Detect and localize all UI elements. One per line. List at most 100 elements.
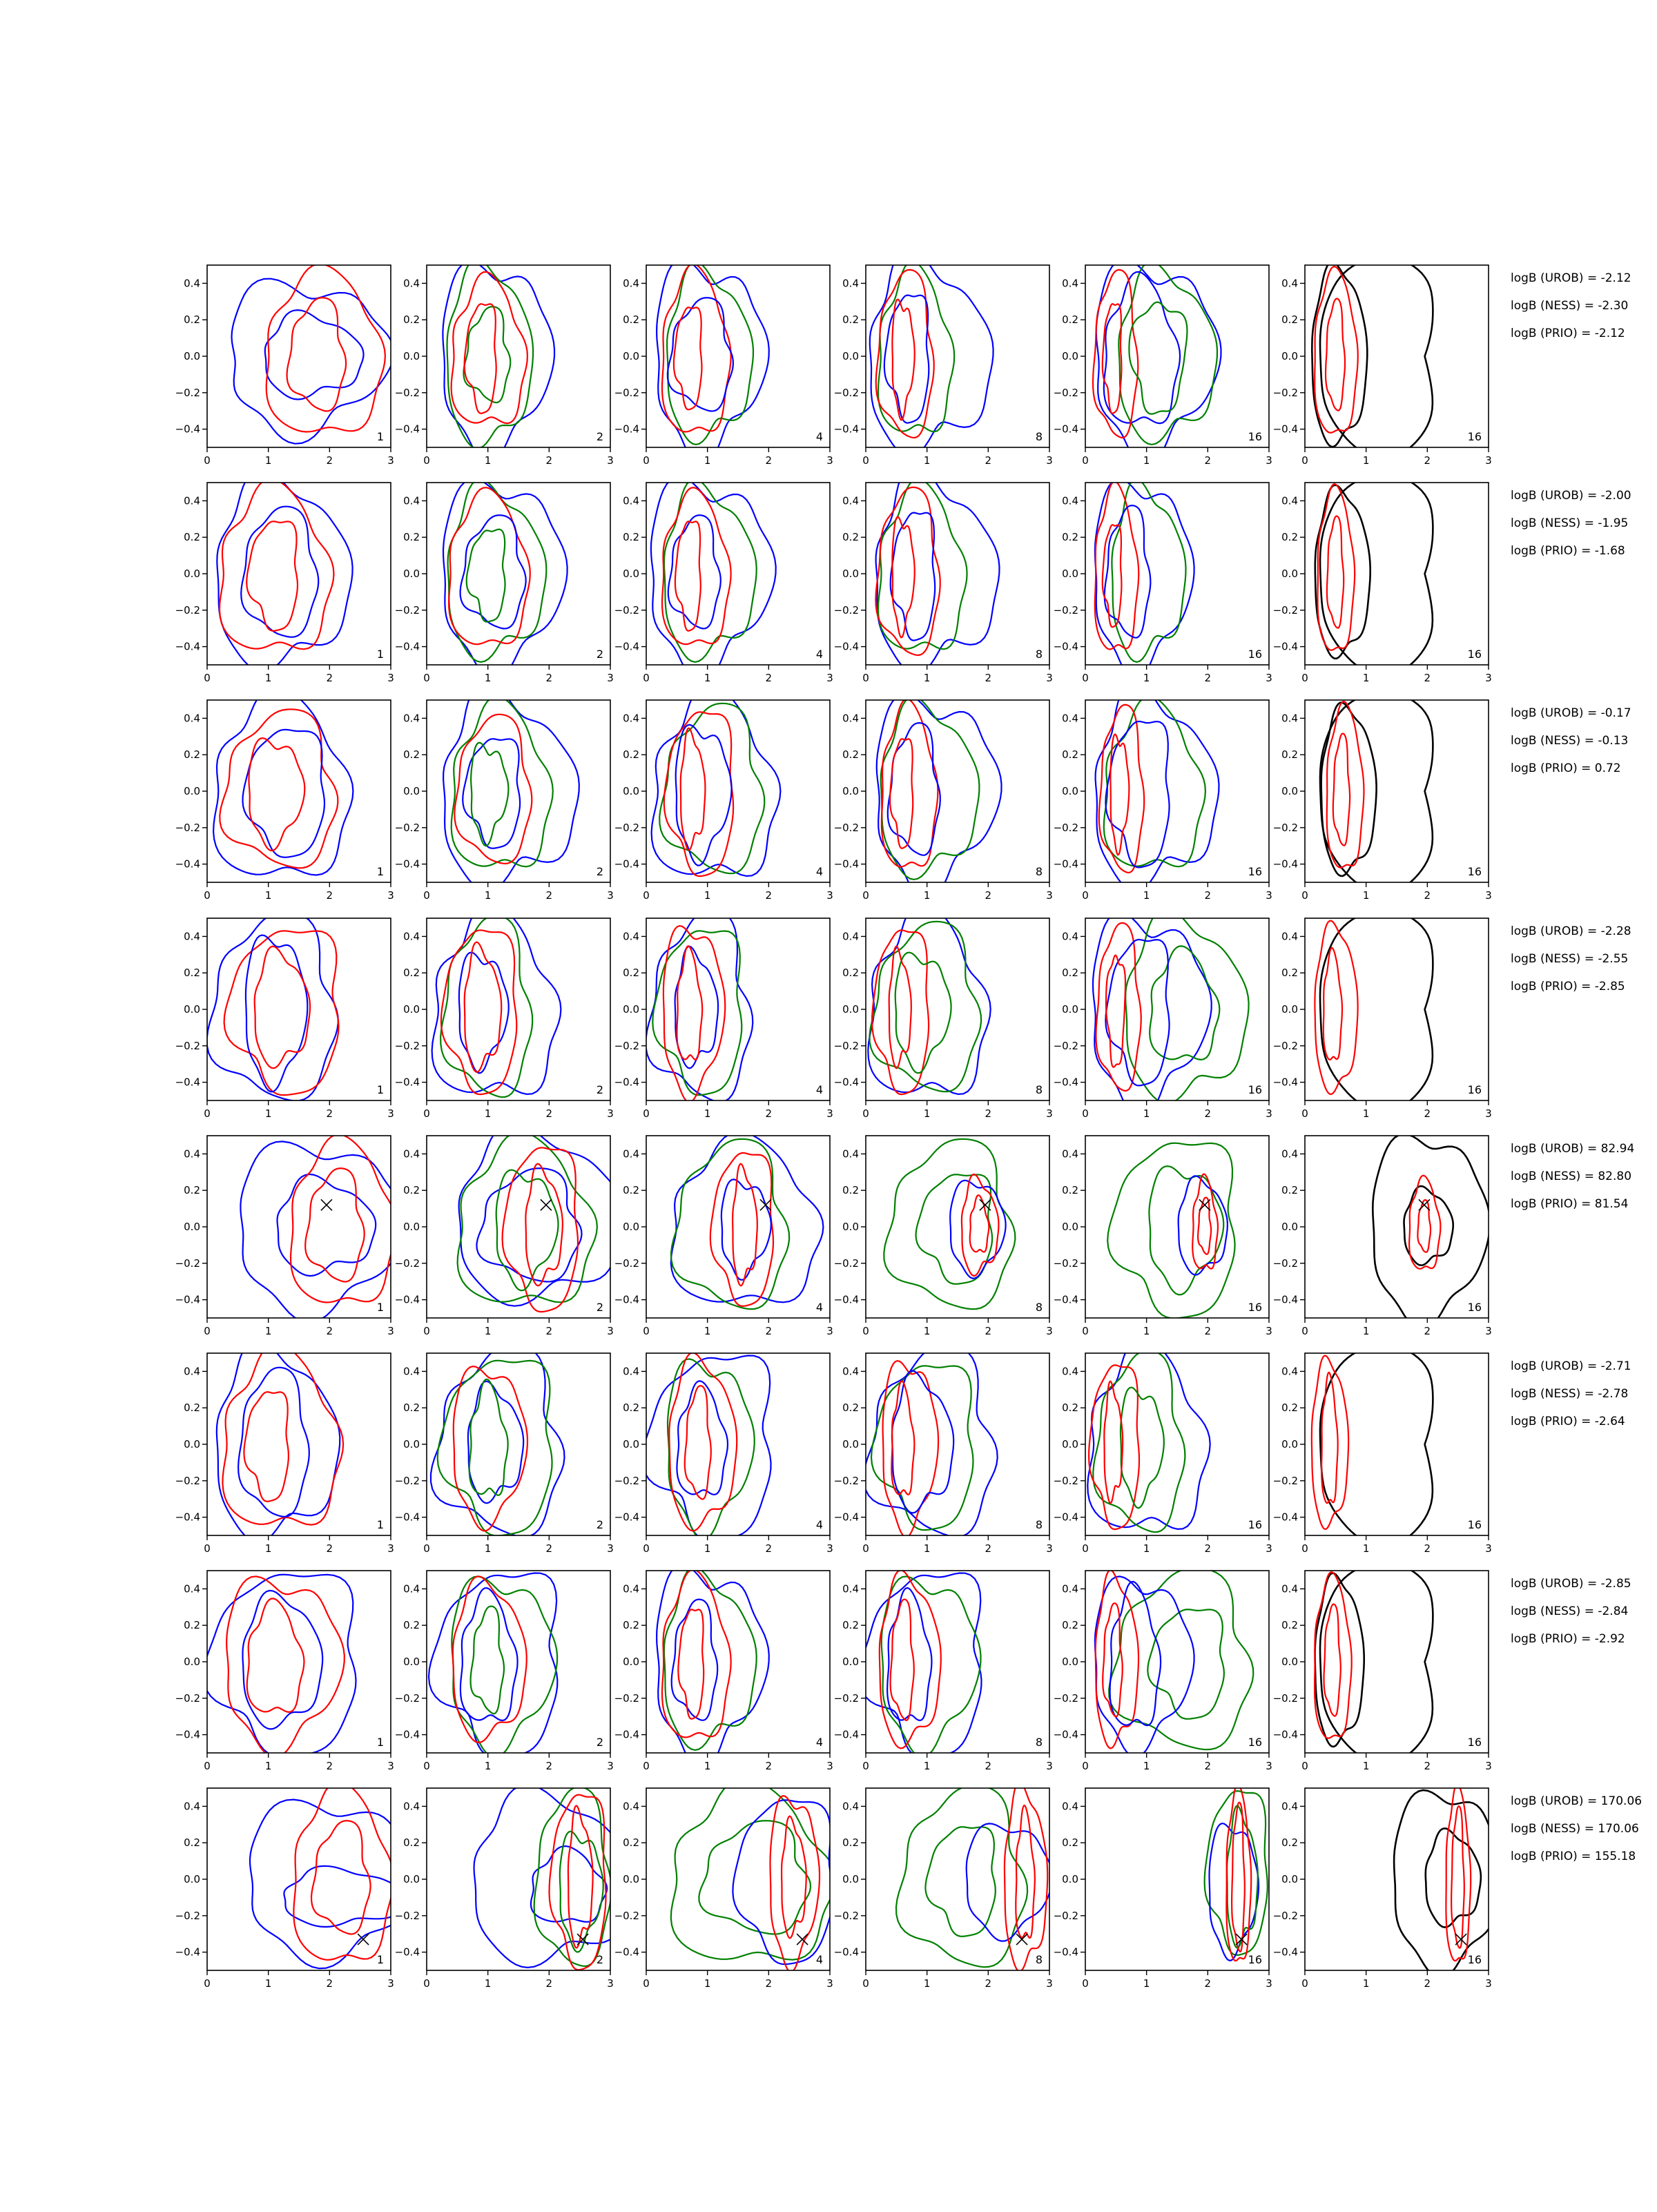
x-tick-label: 0 — [423, 889, 430, 902]
y-tick-label: −0.2 — [834, 604, 859, 617]
blue-contour — [875, 483, 1000, 665]
x-tick-label: 0 — [643, 1107, 650, 1120]
panel-label: 1 — [377, 1301, 384, 1314]
panel-label: 16 — [1468, 1953, 1482, 1966]
y-tick-label: 0.2 — [1062, 748, 1078, 761]
red-contour — [1310, 1355, 1350, 1530]
x-tick-label: 2 — [327, 672, 333, 684]
x-tick-label: 0 — [204, 1325, 211, 1337]
y-tick-label: −0.2 — [175, 1475, 200, 1487]
y-tick-label: 0.2 — [1062, 531, 1078, 543]
y-tick-label: −0.2 — [834, 1910, 859, 1922]
blue-contour — [720, 1178, 772, 1281]
y-tick-label: 0.2 — [623, 531, 639, 543]
panel-r5-c3: −0.4 −0.2 0.0 0.2 0.4 0 1 2 34 — [614, 1135, 833, 1337]
y-tick-label: −0.4 — [175, 423, 200, 436]
y-tick-label: 0.0 — [1281, 1873, 1298, 1885]
x-tick-label: 2 — [327, 1977, 333, 1990]
y-tick-label: 0.4 — [1281, 1365, 1298, 1377]
red-contour — [1105, 954, 1127, 1068]
blue-contour — [676, 1380, 729, 1496]
black-contour — [1319, 483, 1434, 665]
y-tick-label: 0.4 — [403, 1147, 420, 1160]
y-tick-label: 0.2 — [184, 1619, 200, 1631]
green-contour — [447, 483, 548, 663]
x-tick-label: 2 — [546, 1977, 553, 1990]
x-tick-label: 3 — [1046, 672, 1053, 684]
y-tick-label: 0.2 — [1281, 313, 1298, 326]
y-tick-label: 0.0 — [1281, 1656, 1298, 1668]
panel-label: 4 — [816, 1301, 823, 1314]
panel-r2-c1: −0.4−0.20.00.20.40 1 2 31 — [175, 482, 394, 684]
panel-label: 1 — [377, 1736, 384, 1749]
x-tick-label: 2 — [1205, 889, 1212, 902]
red-contour — [219, 708, 339, 869]
y-tick-label: −0.2 — [834, 387, 859, 399]
x-tick-label: 3 — [607, 454, 614, 467]
x-tick-label: 2 — [985, 1325, 992, 1337]
contour-group — [875, 483, 1000, 665]
logB-label: logB (NESS) = 170.06 — [1511, 1822, 1639, 1836]
red-contour — [1314, 920, 1359, 1095]
blue-contour — [476, 1167, 583, 1283]
y-tick-label: 0.2 — [403, 313, 420, 326]
y-tick-label: −0.2 — [395, 1910, 420, 1922]
logB-label: logB (UROB) = 170.06 — [1511, 1794, 1642, 1808]
contour-group — [655, 265, 770, 447]
panel-r3-c1: −0.4−0.20.00.20.40 1 2 31 — [175, 699, 394, 902]
green-contour — [439, 918, 534, 1098]
x-tick-label: 0 — [862, 1325, 869, 1337]
x-tick-label: 1 — [485, 672, 492, 684]
y-tick-label: 0.0 — [623, 1438, 639, 1451]
axes-frame — [1304, 1135, 1489, 1319]
panel-r3-c5: −0.4 −0.2 0.0 0.2 0.4 0 1 2 3 16 — [1054, 699, 1272, 902]
x-tick-label: 2 — [1205, 454, 1212, 467]
x-tick-label: 1 — [485, 1542, 492, 1555]
x-tick-label: 1 — [265, 1325, 272, 1337]
y-tick-label: 0.2 — [842, 1184, 859, 1196]
panel-label: 8 — [1036, 1518, 1043, 1531]
contour-group — [1310, 1353, 1434, 1535]
logB-label: logB (NESS) = -1.95 — [1511, 516, 1628, 530]
x-tick-label: 3 — [826, 1325, 833, 1337]
y-tick-label: −0.4 — [1054, 1729, 1078, 1741]
panel-label: 16 — [1248, 865, 1262, 878]
y-tick-label: 0.4 — [842, 277, 859, 289]
x-tick-label: 1 — [1363, 1977, 1370, 1990]
red-contour — [1087, 1364, 1141, 1531]
green-contour — [1107, 1142, 1236, 1318]
panel-label: 1 — [377, 430, 384, 443]
red-contour — [1324, 298, 1346, 411]
red-contour — [661, 265, 732, 433]
contour-group — [1094, 1571, 1254, 1753]
y-tick-label: −0.4 — [834, 1076, 859, 1089]
blue-contour — [249, 1798, 391, 1970]
blue-contour — [264, 309, 365, 400]
x-tick-label: 2 — [546, 1107, 553, 1120]
y-tick-label: −0.2 — [834, 1475, 859, 1487]
logB-label: logB (NESS) = -2.30 — [1511, 299, 1628, 313]
x-tick-label: 3 — [1485, 672, 1492, 684]
x-tick-label: 0 — [643, 1325, 650, 1337]
green-contour — [663, 483, 757, 663]
x-tick-label: 0 — [1082, 1325, 1089, 1337]
panel-r4-c3: −0.4 −0.2 0.0 0.2 0.4 0 1 2 34 — [614, 918, 833, 1120]
y-tick-label: 0.0 — [842, 1438, 859, 1451]
red-contour — [875, 486, 941, 657]
x-tick-label: 2 — [546, 1542, 553, 1555]
y-tick-label: 0.4 — [403, 1365, 420, 1377]
y-tick-label: 0.0 — [1062, 1221, 1078, 1233]
panel-r8-c1: −0.4−0.20.00.20.40 1 2 31 — [175, 1787, 394, 1990]
contour-group — [1314, 483, 1434, 665]
green-contour — [877, 265, 956, 433]
logB-label: logB (PRIO) = -2.85 — [1511, 980, 1625, 993]
x-tick-label: 2 — [766, 1542, 773, 1555]
y-tick-label: −0.2 — [175, 1040, 200, 1052]
contour-group — [431, 918, 562, 1098]
blue-contour — [666, 297, 735, 412]
y-tick-label: 0.4 — [842, 1582, 859, 1595]
red-contour — [882, 1359, 940, 1535]
y-tick-label: 0.2 — [842, 531, 859, 543]
y-tick-label: 0.2 — [1281, 967, 1298, 979]
green-contour — [463, 306, 512, 404]
